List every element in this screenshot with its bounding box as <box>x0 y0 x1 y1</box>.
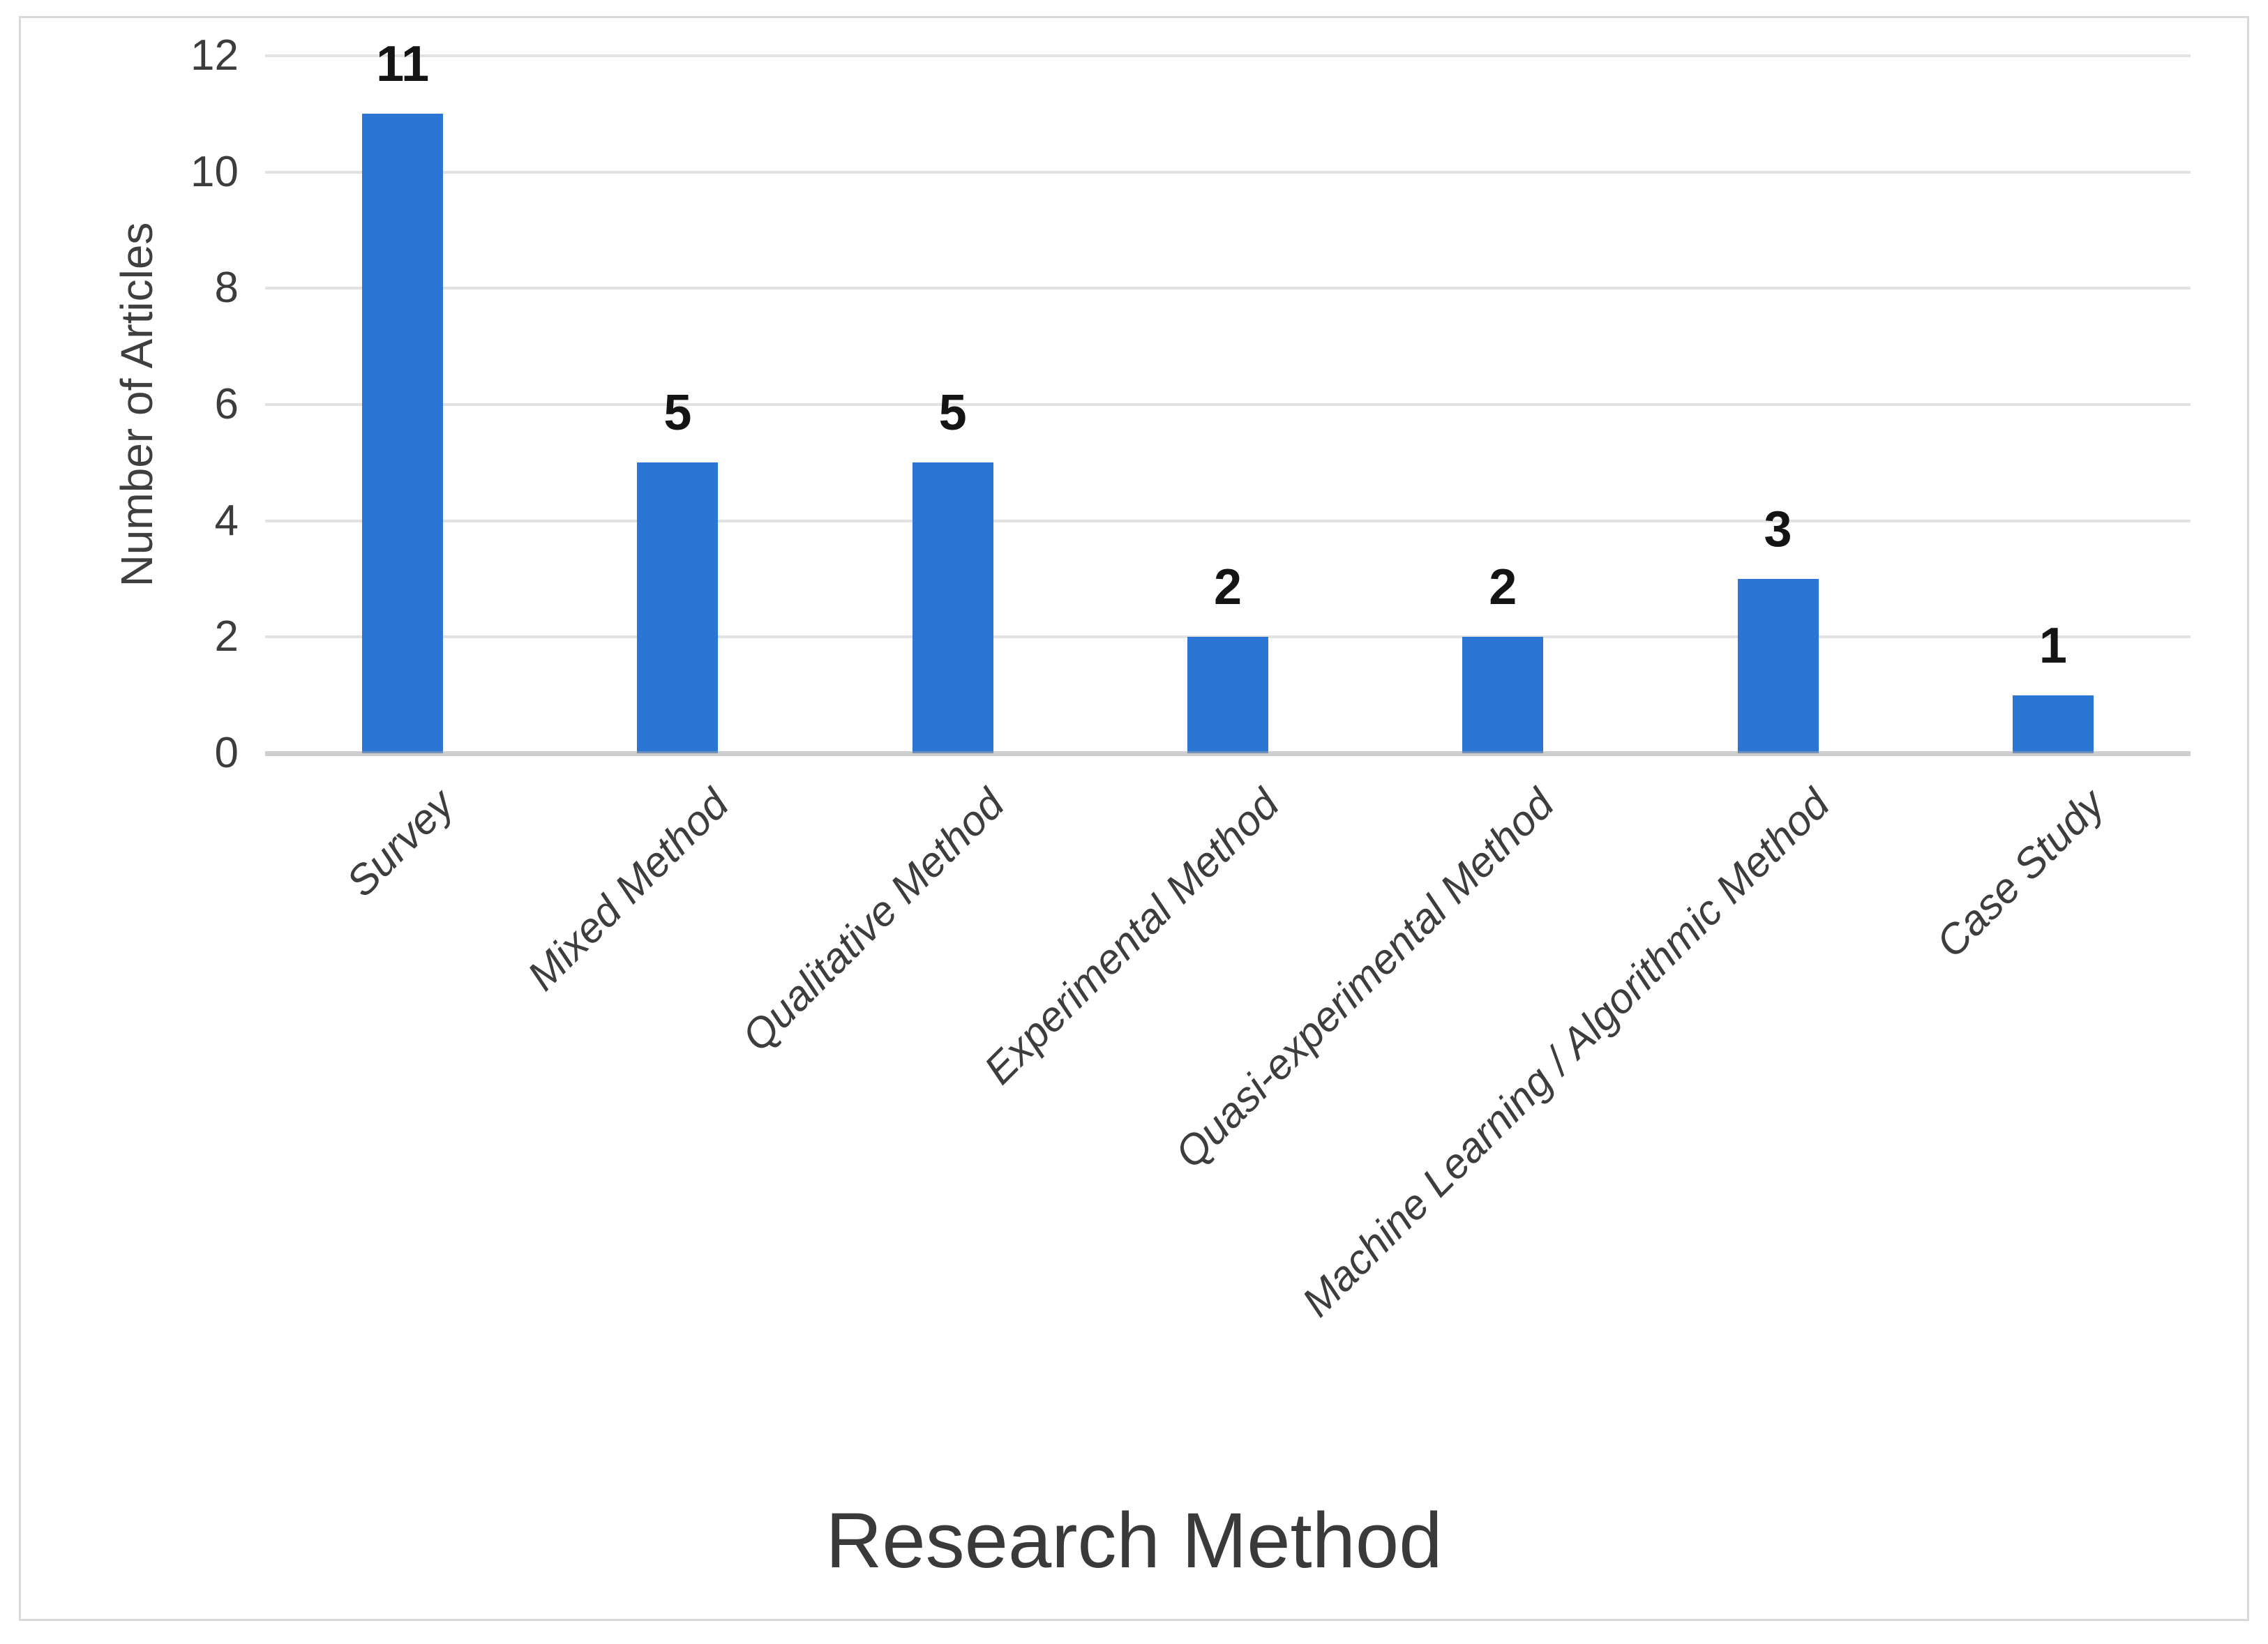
gridline-y-4 <box>265 519 2191 522</box>
bar-value-quasi-experimental-method: 2 <box>1489 559 1517 616</box>
bar-value-qualitative-method: 5 <box>938 385 967 442</box>
bar-value-experimental-method: 2 <box>1213 559 1242 616</box>
bar-value-case-study: 1 <box>2038 617 2067 674</box>
x-axis-baseline <box>265 751 2191 756</box>
y-tick-label-12: 12 <box>190 31 239 80</box>
gridline-y-10 <box>265 170 2191 174</box>
y-tick-label-2: 2 <box>214 612 239 661</box>
y-tick-label-10: 10 <box>190 147 239 196</box>
gridline-y-8 <box>265 287 2191 290</box>
figure-border <box>19 16 2249 1621</box>
bar-mixed-method <box>637 462 719 753</box>
bar-value-mixed-method: 5 <box>663 385 692 442</box>
y-axis-title: Number of Articles <box>112 222 162 587</box>
y-tick-label-8: 8 <box>214 264 239 312</box>
bar-experimental-method <box>1187 637 1268 753</box>
x-axis-title: Research Method <box>825 1497 1443 1584</box>
bar-survey <box>362 114 444 753</box>
gridline-y-6 <box>265 403 2191 406</box>
bar-case-study <box>2012 695 2094 753</box>
bar-machine-learning-algorithmic-method <box>1737 579 1819 753</box>
bar-quasi-experimental-method <box>1462 637 1544 753</box>
bar-qualitative-method <box>912 462 993 753</box>
bar-value-machine-learning-algorithmic-method: 3 <box>1764 502 1792 557</box>
y-tick-label-4: 4 <box>214 496 239 545</box>
bar-value-survey: 11 <box>376 36 430 93</box>
y-tick-label-6: 6 <box>214 380 239 428</box>
gridline-y-12 <box>265 54 2191 57</box>
y-tick-label-0: 0 <box>214 729 239 777</box>
